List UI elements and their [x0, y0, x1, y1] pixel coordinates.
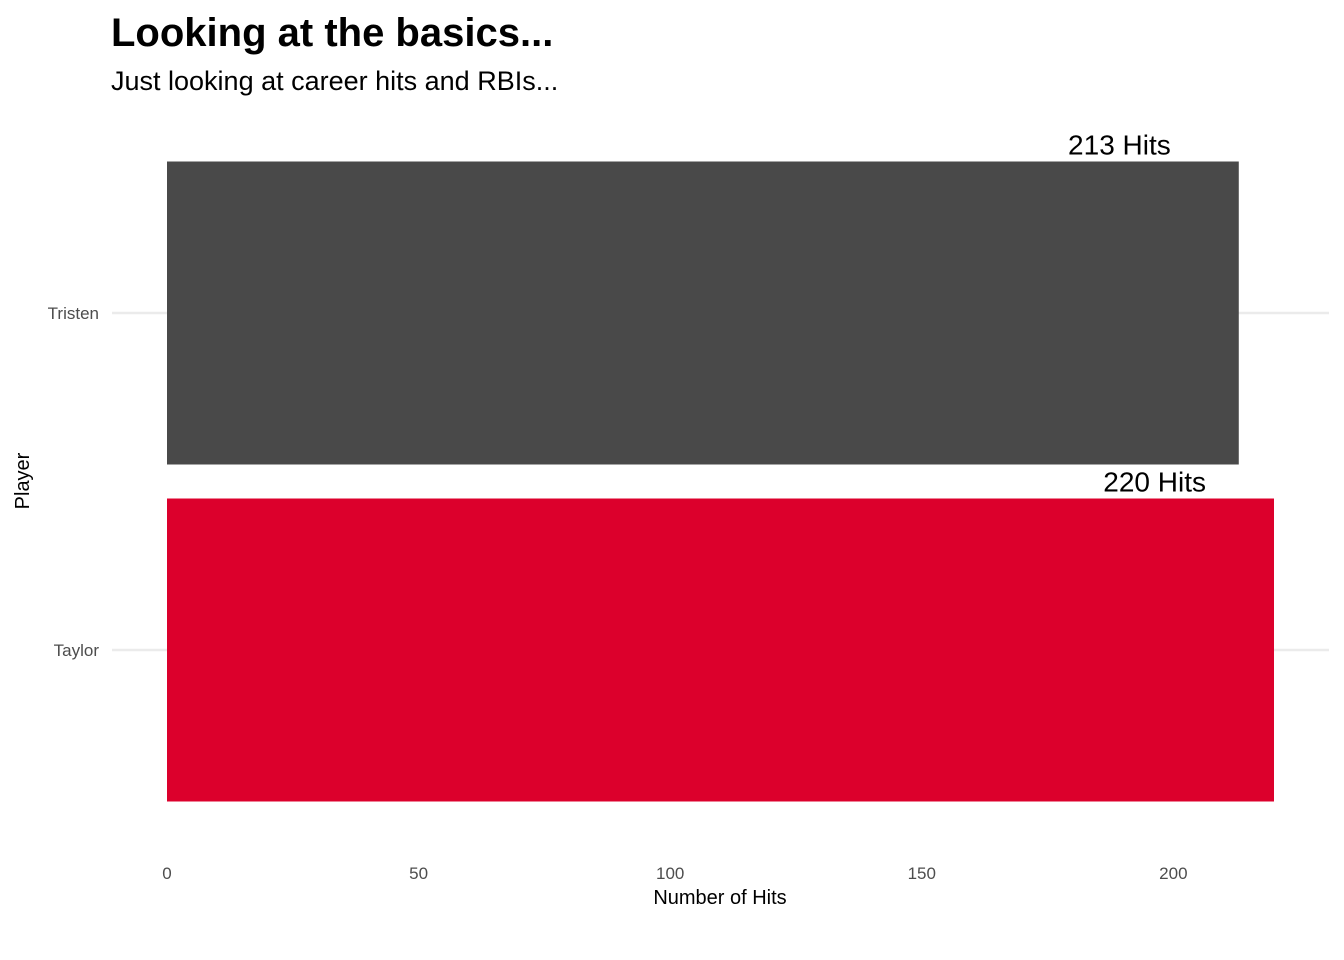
y-tick-label-taylor: Taylor	[54, 641, 100, 660]
x-axis-title: Number of Hits	[653, 887, 786, 909]
data-labels: 213 Hits 220 Hits	[1068, 130, 1206, 498]
data-label-tristen: 213 Hits	[1068, 130, 1171, 161]
y-axis-title: Player	[12, 452, 34, 509]
data-label-taylor: 220 Hits	[1103, 467, 1206, 498]
chart-title: Looking at the basics...	[111, 11, 553, 55]
x-tick-label: 0	[162, 864, 171, 883]
x-tick-label: 150	[908, 864, 936, 883]
y-axis-ticks: Tristen Taylor	[48, 304, 100, 660]
bar-taylor	[167, 498, 1274, 802]
x-tick-label: 50	[409, 864, 428, 883]
bar-tristen	[167, 161, 1239, 465]
x-axis-ticks: 0 50 100 150 200	[162, 864, 1187, 883]
y-tick-label-tristen: Tristen	[48, 304, 99, 323]
x-tick-label: 100	[656, 864, 684, 883]
chart-subtitle: Just looking at career hits and RBIs...	[111, 66, 558, 96]
bars	[167, 161, 1274, 802]
x-tick-label: 200	[1159, 864, 1187, 883]
